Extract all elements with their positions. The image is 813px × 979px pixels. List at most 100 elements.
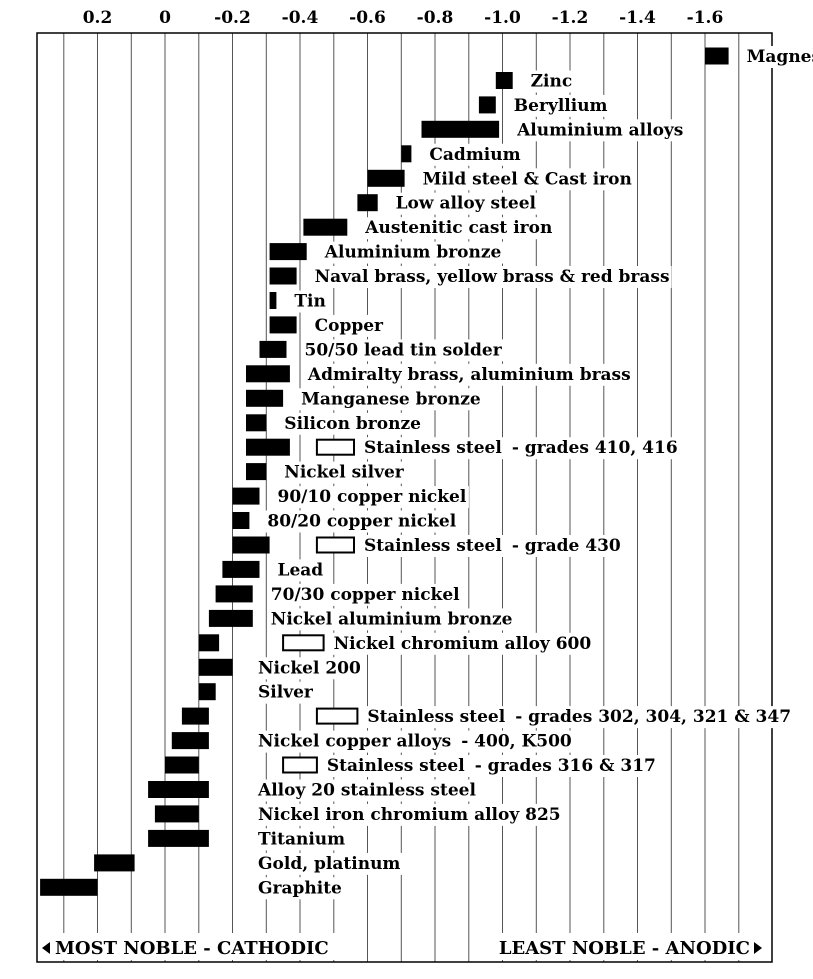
- metal-name: Graphite: [258, 878, 342, 898]
- metal-name: Magnesium: [747, 47, 813, 67]
- metal-label-bg: [365, 706, 793, 729]
- metal-label: Stainless steel - grade 430: [364, 536, 621, 556]
- metal-name: Naval brass, yellow brass & red brass: [315, 267, 670, 287]
- passive-range-bar: [282, 634, 325, 652]
- metal-label: Copper: [315, 316, 384, 336]
- active-range-bar: [246, 414, 267, 432]
- active-range-bar: [154, 805, 199, 823]
- metal-label-bg: [362, 217, 555, 240]
- metal-label-bg: [511, 94, 610, 117]
- x-tick-label: -1.2: [552, 8, 589, 28]
- metal-label-bg: [265, 510, 459, 533]
- metal-label-bg: [292, 290, 328, 313]
- x-tick-label: -0.6: [349, 8, 386, 28]
- active-range-bar: [215, 585, 253, 603]
- metal-label: Silicon bronze: [284, 414, 421, 434]
- metal-label: Cadmium: [429, 145, 520, 165]
- metal-name: 80/20 copper nickel: [267, 512, 456, 532]
- metal-label: Low alloy steel: [396, 194, 537, 214]
- metal-label: Tin: [294, 292, 325, 312]
- active-range-bar: [246, 438, 290, 456]
- active-range-bar: [259, 340, 287, 358]
- bars-layer: [40, 47, 729, 896]
- passive-range-bar: [282, 756, 318, 774]
- active-range-bar: [198, 634, 220, 652]
- metal-name: Silver: [258, 683, 314, 703]
- metal-label-bg: [324, 755, 658, 777]
- metal-label: Stainless steel - grades 302, 304, 321 & …: [367, 707, 791, 727]
- metal-grade-suffix: - grades 302, 304, 321 & 347: [515, 707, 791, 727]
- metal-name: Stainless steel: [364, 536, 502, 556]
- metal-label: Aluminium alloys: [516, 120, 683, 140]
- active-range-bar: [40, 878, 98, 896]
- metal-name: 50/50 lead tin solder: [305, 340, 503, 360]
- active-range-bar: [232, 536, 270, 554]
- metal-label: 80/20 copper nickel: [267, 512, 456, 532]
- active-range-bar: [303, 218, 348, 236]
- footer: MOST NOBLE - CATHODIC LEAST NOBLE - ANOD…: [39, 933, 770, 960]
- metal-label-bg: [268, 583, 463, 606]
- active-range-bar: [94, 854, 135, 872]
- metal-name: Beryllium: [514, 96, 608, 116]
- x-tick-label: -0.8: [417, 8, 454, 28]
- metal-name: Admiralty brass, aluminium brass: [307, 365, 631, 385]
- active-range-bar: [367, 169, 405, 187]
- metal-label-bg: [514, 119, 686, 142]
- metal-label: Austenitic cast iron: [364, 218, 552, 238]
- active-range-bar: [269, 267, 297, 285]
- active-range-bar: [495, 72, 513, 89]
- metal-grade-suffix: - 400, K500: [461, 732, 572, 752]
- metal-label: Gold, platinum: [258, 854, 400, 874]
- footer-left-bg: [39, 933, 344, 960]
- active-range-bar: [269, 243, 307, 261]
- metal-name: Nickel silver: [284, 463, 405, 483]
- arrow-right-icon: [754, 942, 762, 954]
- active-range-bar: [357, 194, 378, 212]
- metal-label: Titanium: [258, 829, 345, 849]
- metal-label-bg: [256, 657, 363, 680]
- active-range-bar: [198, 658, 233, 676]
- metal-label-bg: [256, 730, 574, 753]
- metal-label-bg: [528, 70, 575, 93]
- metal-name: Aluminium bronze: [324, 243, 502, 263]
- metal-label-bg: [420, 168, 634, 191]
- metal-label: Nickel chromium alloy 600: [334, 634, 592, 654]
- metal-label: Nickel copper alloys - 400, K500: [258, 732, 572, 752]
- active-range-bar: [421, 120, 500, 138]
- metal-label: 90/10 copper nickel: [278, 487, 467, 507]
- active-range-bar: [232, 512, 250, 529]
- metal-label-bg: [256, 877, 344, 900]
- metal-label-bg: [282, 412, 424, 435]
- metal-name: 70/30 copper nickel: [271, 585, 460, 605]
- metal-label-bg: [427, 143, 523, 166]
- metal-name: Titanium: [258, 829, 345, 849]
- metal-name: Nickel iron chromium alloy 825: [258, 805, 561, 825]
- metal-name: Low alloy steel: [396, 194, 537, 214]
- active-range-bar: [478, 96, 496, 114]
- active-range-bar: [198, 683, 216, 701]
- metal-label-bg: [312, 266, 672, 288]
- x-axis-ticks: 0.2 0 -0.2 -0.4 -0.6 -0.8 -1.0 -1.2 -1.4 -1.6: [83, 8, 724, 28]
- active-range-bar: [148, 829, 209, 847]
- arrow-left-icon: [42, 942, 50, 954]
- metal-name: Mild steel & Cast iron: [423, 169, 632, 189]
- metal-name: Lead: [278, 560, 324, 580]
- active-range-bar: [246, 389, 284, 407]
- metal-label: Alloy 20 stainless steel: [257, 781, 476, 801]
- metal-label-bg: [302, 339, 505, 362]
- metal-label-bg: [744, 46, 813, 68]
- metal-label-bg: [275, 559, 326, 582]
- metal-label-bg: [282, 461, 407, 484]
- metal-grade-suffix: - grade 430: [512, 536, 621, 556]
- metal-label: Silver: [258, 683, 314, 703]
- metal-name: Stainless steel: [364, 438, 502, 458]
- metal-name: Tin: [294, 292, 325, 312]
- metal-name: Gold, platinum: [258, 854, 400, 874]
- metal-labels-layer: Magnesium Zinc Beryllium Aluminium alloys Ca…: [255, 46, 813, 900]
- active-range-bar: [171, 732, 209, 750]
- metal-label: Mild steel & Cast iron: [423, 169, 632, 189]
- metal-label: Lead: [278, 560, 324, 580]
- x-tick-label: 0: [159, 8, 171, 28]
- passive-range-bar: [315, 536, 355, 554]
- active-range-bar: [165, 756, 199, 774]
